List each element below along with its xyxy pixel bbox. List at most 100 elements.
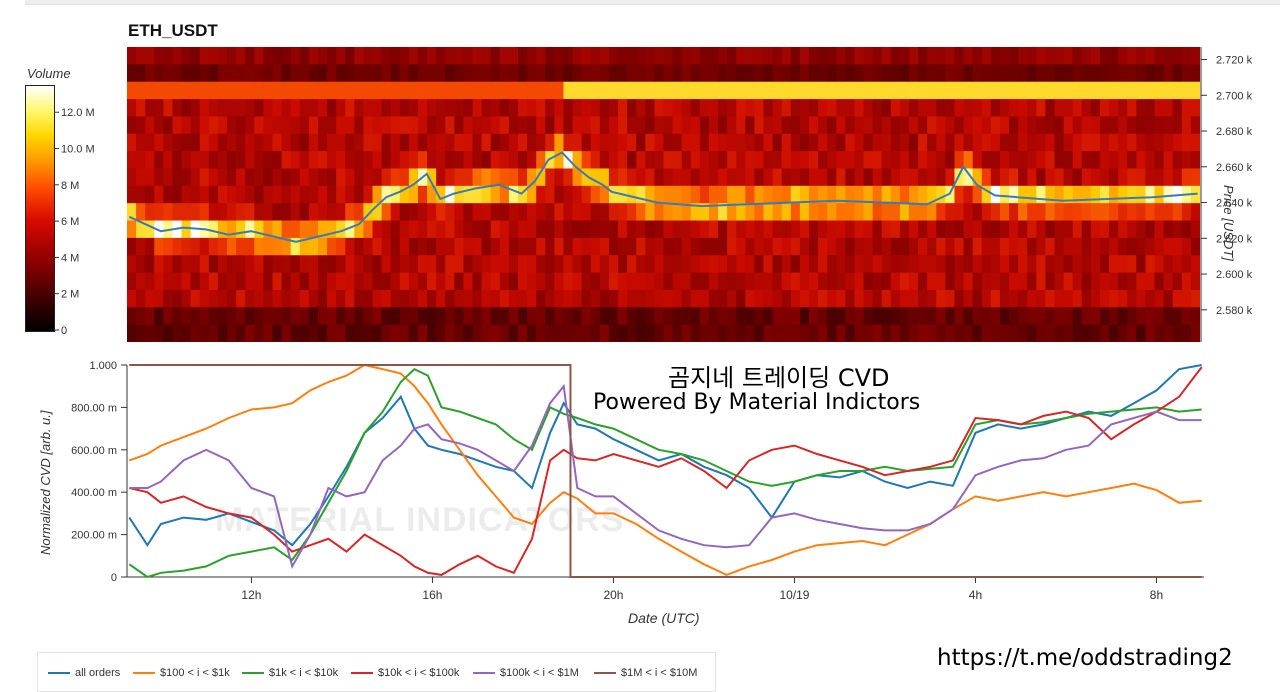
heatmap-cell bbox=[317, 307, 328, 326]
heatmap-cell bbox=[427, 220, 437, 239]
heatmap-cell bbox=[899, 151, 910, 170]
heatmap-cell bbox=[681, 237, 692, 256]
heatmap-cell bbox=[936, 168, 946, 187]
heatmap-cell bbox=[1090, 116, 1101, 135]
heatmap-cell bbox=[454, 203, 465, 222]
heatmap-cell bbox=[1109, 272, 1119, 291]
heatmap-cell bbox=[899, 203, 910, 222]
heatmap-cell bbox=[663, 116, 674, 135]
heatmap-cell bbox=[463, 116, 474, 135]
heatmap-cell bbox=[1172, 151, 1183, 170]
heatmap-cell bbox=[417, 272, 428, 291]
heatmap-cell bbox=[217, 255, 228, 274]
legend-item[interactable]: $10k < i < $100k bbox=[351, 667, 459, 679]
heatmap-cell bbox=[154, 81, 164, 100]
heatmap-cell bbox=[836, 307, 846, 326]
heatmap-cell bbox=[181, 255, 192, 274]
heatmap-cell bbox=[827, 151, 837, 170]
heatmap-cell bbox=[999, 324, 1010, 342]
legend-item[interactable]: $1M < i < $10M bbox=[594, 667, 697, 679]
heatmap-cell bbox=[1154, 272, 1165, 291]
heatmap-cell bbox=[699, 99, 710, 118]
heatmap-cell bbox=[508, 81, 519, 100]
heatmap-cell bbox=[508, 220, 519, 239]
heatmap-cell bbox=[872, 185, 883, 204]
heatmap-cell bbox=[545, 220, 555, 239]
heatmap-cell bbox=[508, 168, 519, 187]
legend-item[interactable]: $100k < i < $1M bbox=[473, 667, 579, 679]
heatmap-cell bbox=[354, 64, 365, 83]
heatmap-cell bbox=[272, 289, 283, 308]
heatmap-cell bbox=[290, 99, 301, 118]
heatmap-cell bbox=[772, 237, 783, 256]
heatmap-cell bbox=[808, 255, 819, 274]
heatmap-cell bbox=[208, 237, 219, 256]
heatmap-cell bbox=[845, 220, 856, 239]
heatmap-cell bbox=[936, 203, 946, 222]
heatmap-cell bbox=[736, 255, 746, 274]
heatmap-cell bbox=[217, 203, 228, 222]
legend-item[interactable]: all orders bbox=[48, 667, 120, 679]
heatmap-cell bbox=[545, 203, 555, 222]
heatmap-cell bbox=[608, 324, 619, 342]
legend-item[interactable]: $1k < i < $10k bbox=[242, 667, 338, 679]
heatmap-cell bbox=[1190, 168, 1200, 187]
heatmap-cell bbox=[663, 289, 674, 308]
heatmap-cell bbox=[1136, 151, 1147, 170]
heatmap-cell bbox=[1054, 220, 1065, 239]
heatmap-cell bbox=[999, 220, 1010, 239]
heatmap-cell bbox=[381, 203, 392, 222]
heatmap-cell bbox=[1190, 151, 1200, 170]
heatmap-cell bbox=[127, 237, 137, 256]
heatmap-cell bbox=[754, 307, 765, 326]
heatmap-cell bbox=[1036, 237, 1047, 256]
heatmap-cell bbox=[208, 99, 219, 118]
heatmap-cell bbox=[199, 289, 210, 308]
heatmap-cell bbox=[427, 168, 437, 187]
heatmap-cell bbox=[672, 324, 683, 342]
heatmap-cell bbox=[899, 272, 910, 291]
heatmap-cell bbox=[427, 47, 437, 65]
heatmap-cell bbox=[136, 133, 146, 152]
heatmap-cell bbox=[863, 81, 874, 100]
cvd-series-line bbox=[128, 363, 1202, 576]
heatmap-cell bbox=[172, 133, 183, 152]
heatmap-cell bbox=[836, 151, 846, 170]
heatmap-cell bbox=[808, 307, 819, 326]
heatmap-cell bbox=[508, 47, 519, 65]
heatmap-cell bbox=[799, 203, 810, 222]
heatmap-cell bbox=[927, 168, 937, 187]
heatmap-cell bbox=[1127, 99, 1137, 118]
x-tick-label: 10/19 bbox=[779, 588, 809, 602]
legend-item[interactable]: $100 < i < $1k bbox=[133, 667, 230, 679]
heatmap-cell bbox=[999, 99, 1010, 118]
heatmap-cell bbox=[1072, 220, 1083, 239]
heatmap-cell bbox=[190, 133, 201, 152]
heatmap-cell bbox=[327, 203, 337, 222]
heatmap-cell bbox=[954, 64, 965, 83]
heatmap-cell bbox=[581, 307, 592, 326]
heatmap-cell bbox=[972, 116, 983, 135]
heatmap-cell bbox=[527, 237, 537, 256]
heatmap-cell bbox=[890, 237, 901, 256]
heatmap-cell bbox=[945, 289, 956, 308]
heatmap-cell bbox=[672, 47, 683, 65]
heatmap-cell bbox=[745, 255, 756, 274]
price-line bbox=[128, 151, 1198, 243]
heatmap-cell bbox=[427, 81, 437, 100]
telegram-link[interactable]: https://t.me/oddstrading2 bbox=[937, 645, 1233, 671]
heatmap-cell bbox=[181, 237, 192, 256]
heatmap-cell bbox=[1072, 99, 1083, 118]
heatmap-cell bbox=[290, 307, 301, 326]
heatmap-cell bbox=[527, 168, 537, 187]
heatmap-cell bbox=[518, 324, 528, 342]
heatmap-cell bbox=[172, 116, 183, 135]
heatmap-cell bbox=[1154, 168, 1165, 187]
heatmap-cell bbox=[227, 168, 237, 187]
heatmap-cell bbox=[999, 133, 1010, 152]
heatmap-cell bbox=[454, 168, 465, 187]
heatmap-cell bbox=[136, 324, 146, 342]
heatmap-cell bbox=[1163, 81, 1174, 100]
heatmap-cell bbox=[808, 168, 819, 187]
heatmap-cell bbox=[317, 47, 328, 65]
